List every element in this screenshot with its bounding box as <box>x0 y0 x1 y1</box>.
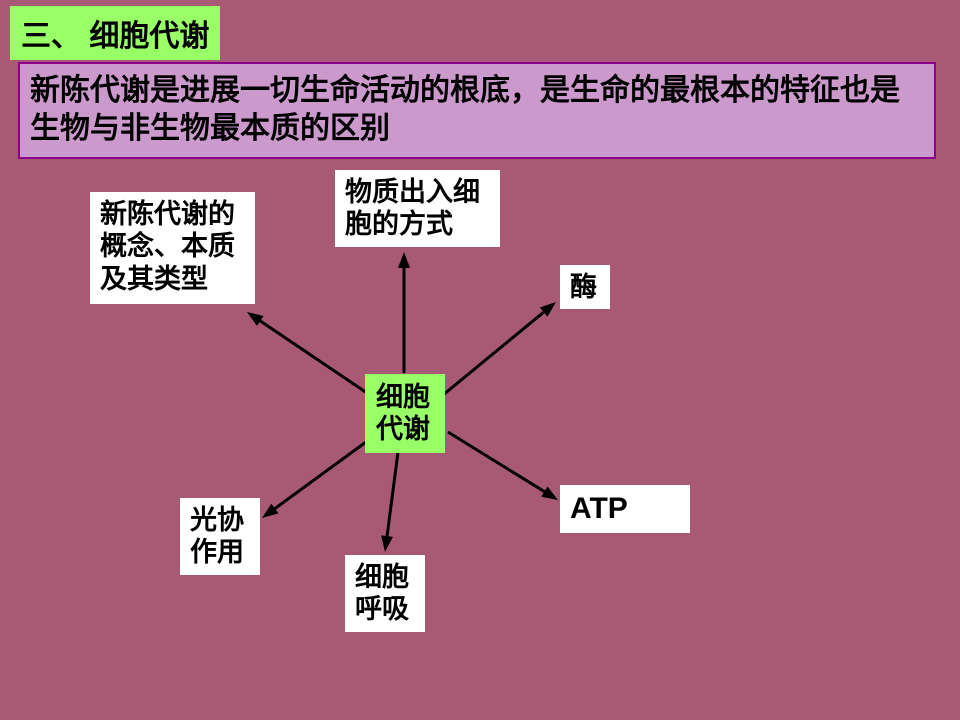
node-transport: 物质出入细 胞的方式 <box>335 170 500 247</box>
description-box: 新陈代谢是进展一切生命活动的根底，是生命的最根本的特征也是生物与非生物最本质的区… <box>18 62 936 159</box>
node-photosynthesis: 光协 作用 <box>180 498 260 575</box>
center-node: 细胞 代谢 <box>365 374 445 453</box>
node-concept: 新陈代谢的 概念、本质 及其类型 <box>90 192 255 304</box>
node-enzyme: 酶 <box>560 265 610 309</box>
node-respiration: 细胞 呼吸 <box>345 555 425 632</box>
section-title: 三、 细胞代谢 <box>10 6 220 60</box>
node-atp: ATP <box>560 485 690 533</box>
